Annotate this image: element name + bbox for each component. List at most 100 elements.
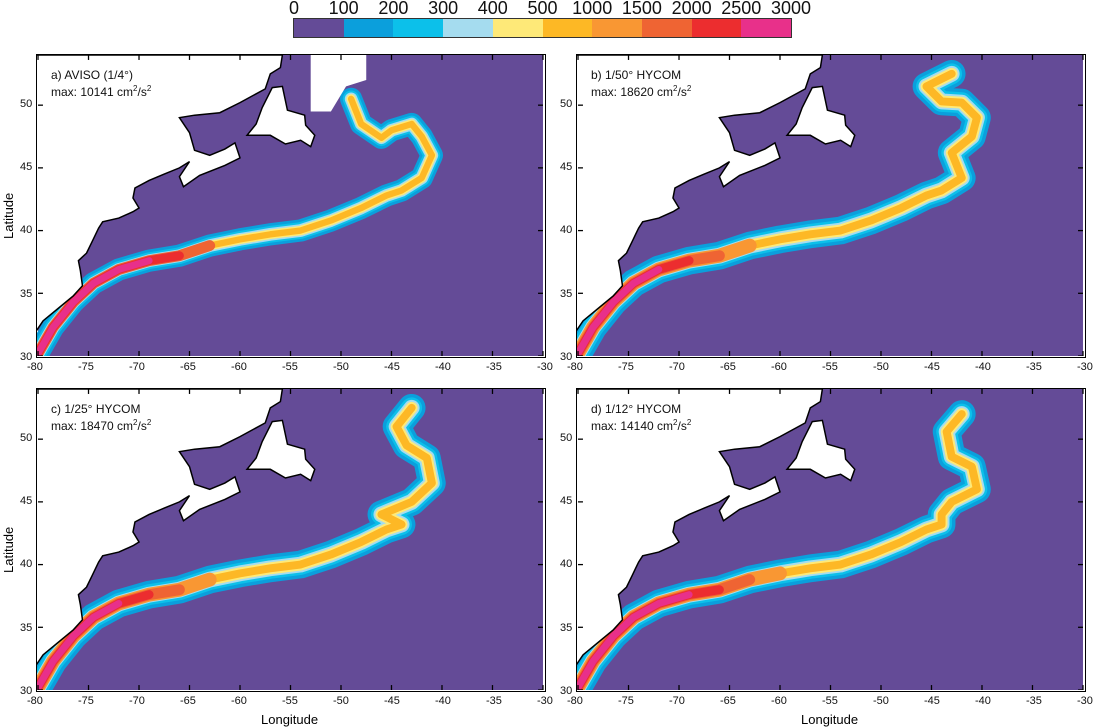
colorbar — [293, 18, 792, 38]
eke-contour-high — [37, 257, 153, 356]
x-tick-label: -45 — [924, 361, 940, 373]
x-tick-label: -75 — [618, 361, 634, 373]
map-canvas — [37, 55, 544, 356]
colorbar-label: 3000 — [770, 0, 812, 18]
colorbar-label: 300 — [428, 0, 459, 18]
x-tick-label: -50 — [333, 695, 349, 707]
land-north-america — [37, 389, 284, 666]
x-tick-label: -75 — [78, 361, 94, 373]
panel-annotation: d) 1/12° HYCOM max: 14140 cm2/s2 — [591, 403, 691, 433]
colorbar-swatch — [443, 19, 493, 37]
x-tick-label: -65 — [180, 695, 196, 707]
panel-title: d) 1/12° HYCOM — [591, 402, 682, 416]
missing-data-mask — [310, 55, 367, 112]
panel-title: a) AVISO (1/4°) — [51, 68, 133, 82]
y-tick-label: 50 — [20, 431, 33, 444]
x-tick-label: -65 — [720, 695, 736, 707]
map-panel-a: a) AVISO (1/4°) max: 10141 cm2/s2 — [36, 54, 546, 358]
y-tick-label: 50 — [20, 97, 33, 110]
panel-max-value: max: 18620 cm2/s2 — [591, 84, 692, 99]
colorbar-label: 0 — [288, 0, 300, 18]
colorbar-swatch — [492, 19, 543, 37]
land-newfoundland — [785, 419, 856, 482]
x-tick-label: -35 — [486, 695, 502, 707]
colorbar-label: 2000 — [671, 0, 712, 18]
map-panel-c: c) 1/25° HYCOM max: 18470 cm2/s2 — [36, 388, 546, 692]
colorbar-swatch — [691, 19, 742, 37]
colorbar-swatch — [592, 19, 642, 37]
x-tick-label: -40 — [975, 695, 991, 707]
x-tick-label: -80 — [567, 695, 583, 707]
y-tick-label: 40 — [560, 224, 573, 237]
x-axis-label: Longitude — [261, 712, 319, 727]
colorbar-label: 500 — [527, 0, 558, 18]
x-tick-label: -55 — [822, 695, 838, 707]
x-tick-label: -35 — [1026, 695, 1042, 707]
colorbar-label: 1500 — [621, 0, 662, 18]
eke-contour-high — [577, 265, 663, 356]
eke-contour-high — [577, 591, 693, 690]
x-tick-label: -60 — [771, 361, 787, 373]
y-tick-label: 35 — [560, 287, 573, 300]
x-tick-label: -55 — [282, 361, 298, 373]
y-axis-label: Latitude — [1, 526, 16, 573]
map-canvas — [577, 55, 1084, 356]
x-tick-label: -45 — [384, 361, 400, 373]
colorbar-label: 400 — [477, 0, 508, 18]
x-tick-label: -75 — [618, 695, 634, 707]
x-tick-label: -60 — [771, 695, 787, 707]
y-tick-label: 35 — [20, 287, 33, 300]
x-tick-label: -65 — [180, 361, 196, 373]
colorbar-label: 2500 — [721, 0, 762, 18]
y-tick-label: 40 — [20, 224, 33, 237]
map-canvas — [577, 389, 1084, 690]
y-tick-label: 35 — [560, 621, 573, 634]
y-tick-label: 50 — [560, 97, 573, 110]
y-tick-label: 30 — [560, 685, 573, 697]
y-tick-label: 45 — [560, 495, 573, 507]
x-tick-label: -30 — [1077, 361, 1093, 373]
y-tick-label: 40 — [20, 558, 33, 571]
panel-annotation: a) AVISO (1/4°) max: 10141 cm2/s2 — [51, 69, 151, 99]
y-tick-label: 50 — [560, 431, 573, 444]
eke-contour-high — [37, 599, 123, 690]
y-tick-label: 30 — [20, 685, 33, 697]
x-tick-label: -40 — [435, 361, 451, 373]
x-tick-label: -70 — [129, 361, 145, 373]
x-tick-label: -60 — [231, 361, 247, 373]
land-newfoundland — [245, 419, 316, 482]
x-tick-label: -35 — [1026, 361, 1042, 373]
x-tick-label: -50 — [873, 695, 889, 707]
land-north-america — [577, 55, 824, 332]
colorbar-label: 100 — [328, 0, 359, 18]
x-tick-label: -65 — [720, 361, 736, 373]
land-north-america — [577, 389, 824, 666]
x-tick-label: -55 — [282, 695, 298, 707]
x-tick-label: -70 — [669, 361, 685, 373]
x-tick-label: -30 — [537, 361, 553, 373]
y-tick-label: 30 — [560, 351, 573, 363]
colorbar-label: 1000 — [572, 0, 613, 18]
x-tick-label: -80 — [27, 695, 43, 707]
x-tick-label: -60 — [231, 695, 247, 707]
colorbar-swatch — [741, 19, 792, 37]
panel-max-value: max: 18470 cm2/s2 — [51, 418, 152, 433]
map-panel-b: b) 1/50° HYCOM max: 18620 cm2/s2 — [576, 54, 1086, 358]
x-tick-label: -40 — [435, 695, 451, 707]
panel-annotation: c) 1/25° HYCOM max: 18470 cm2/s2 — [51, 403, 151, 433]
x-tick-label: -55 — [822, 361, 838, 373]
colorbar-swatch — [393, 19, 444, 37]
y-tick-label: 45 — [20, 161, 33, 173]
y-tick-label: 35 — [20, 621, 33, 634]
x-tick-label: -45 — [384, 695, 400, 707]
panel-max-value: max: 14140 cm2/s2 — [591, 418, 692, 433]
map-canvas — [37, 389, 544, 690]
x-tick-label: -50 — [333, 361, 349, 373]
x-axis-label: Longitude — [801, 712, 859, 727]
colorbar-swatch — [343, 19, 394, 37]
y-tick-label: 45 — [20, 495, 33, 507]
x-tick-label: -50 — [873, 361, 889, 373]
x-tick-label: -45 — [924, 695, 940, 707]
land-newfoundland — [245, 85, 316, 148]
colorbar-swatch — [641, 19, 692, 37]
